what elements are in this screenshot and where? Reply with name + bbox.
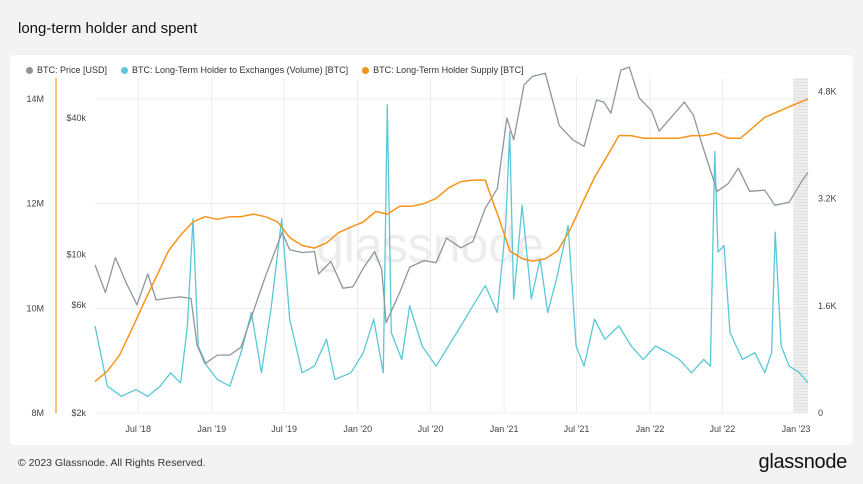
- legend-label-exchange-volume: BTC: Long-Term Holder to Exchanges (Volu…: [132, 65, 349, 75]
- legend-swatch-exchange-volume: [121, 66, 129, 74]
- legend-label-lth-supply: BTC: Long-Term Holder Supply [BTC]: [373, 65, 524, 75]
- legend-item-exchange-volume[interactable]: BTC: Long-Term Holder to Exchanges (Volu…: [121, 65, 348, 75]
- legend-swatch-price: [26, 66, 33, 74]
- legend-item-price[interactable]: BTC: Price [USD]: [26, 65, 107, 75]
- chart-panel: BTC: Price [USD] BTC: Long-Term Holder t…: [10, 55, 853, 445]
- copyright-footer: © 2023 Glassnode. All Rights Reserved.: [18, 457, 206, 469]
- page-title: long-term holder and spent: [18, 20, 198, 37]
- chart-legend: BTC: Price [USD] BTC: Long-Term Holder t…: [26, 65, 524, 75]
- legend-swatch-lth-supply: [362, 66, 370, 74]
- brand-logo: glassnode: [758, 451, 848, 473]
- legend-item-lth-supply[interactable]: BTC: Long-Term Holder Supply [BTC]: [362, 65, 524, 75]
- legend-label-price: BTC: Price [USD]: [37, 65, 108, 75]
